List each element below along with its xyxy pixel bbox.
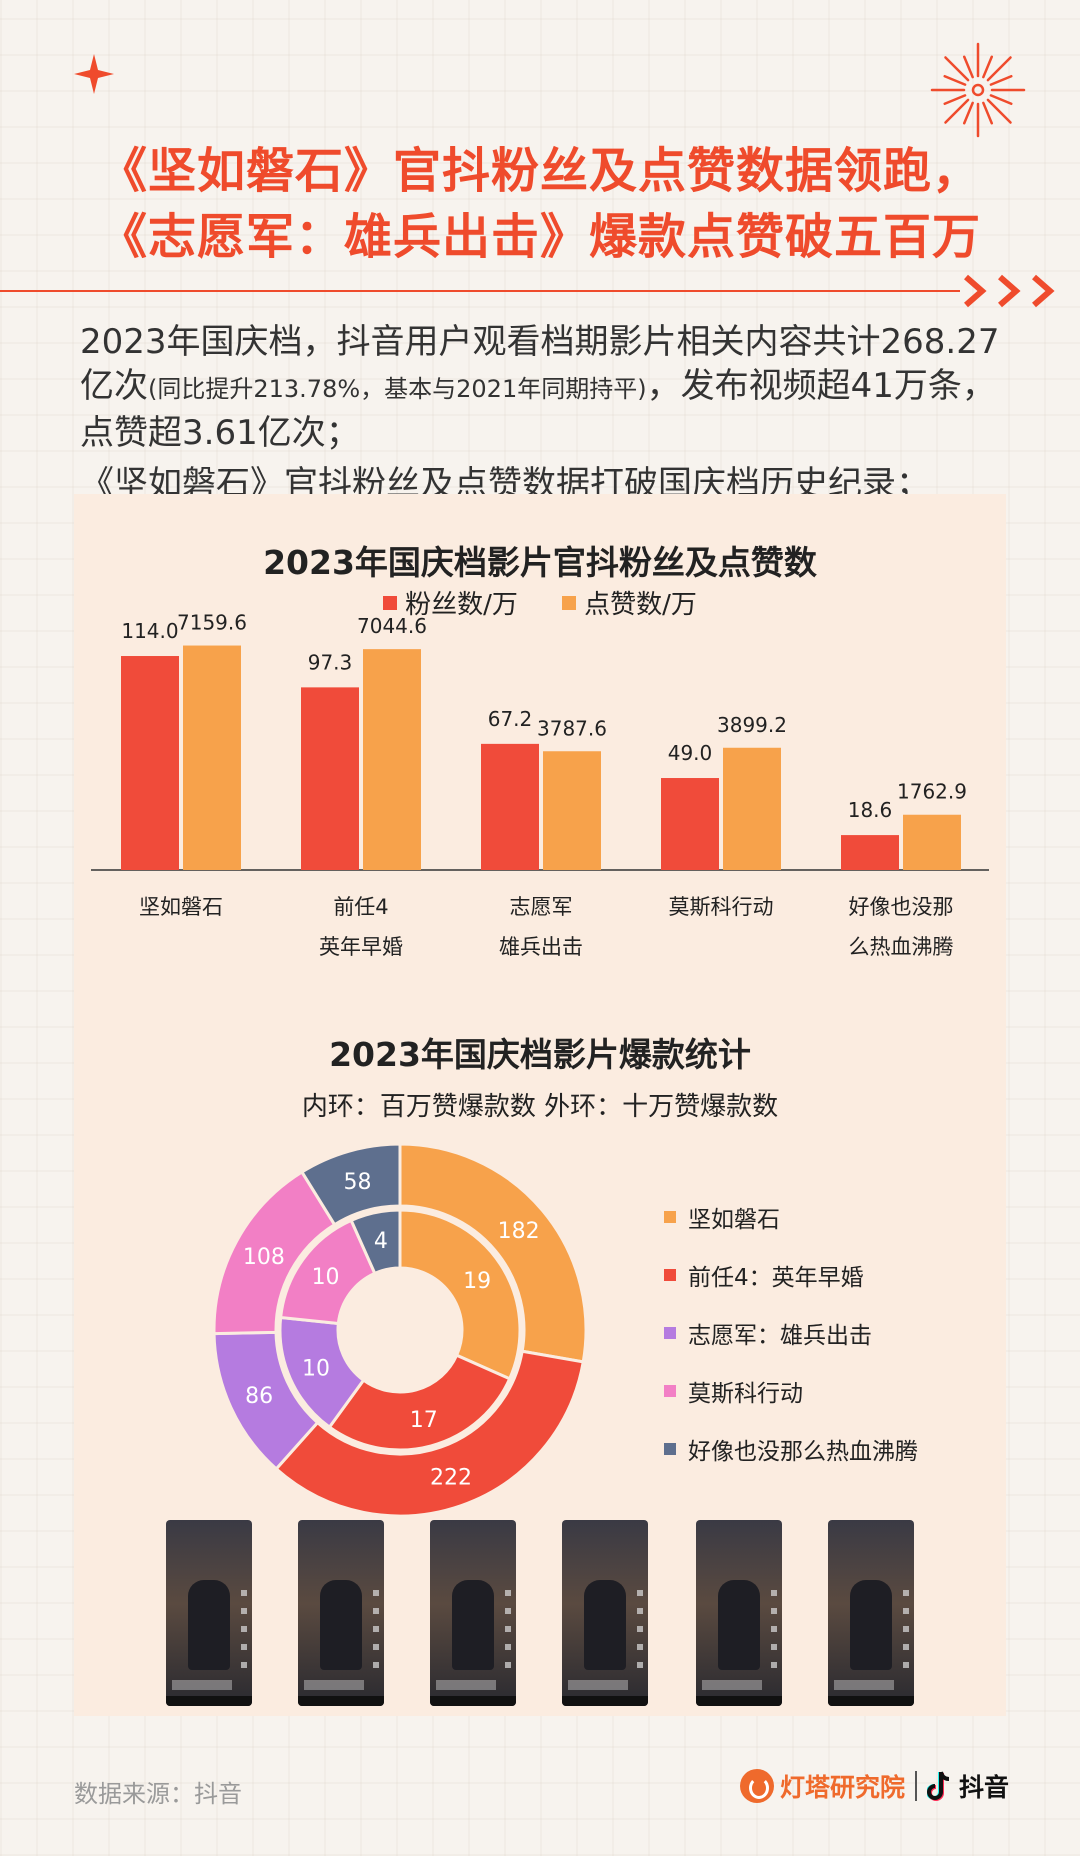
- donut-slice: [349, 1208, 402, 1276]
- logo-separator: [915, 1771, 918, 1801]
- legend-item: 前任4：英年早婚: [664, 1246, 918, 1304]
- legend-label-fans: 粉丝数/万: [405, 590, 518, 620]
- legend-swatch: [664, 1327, 676, 1339]
- bar-fans: [301, 687, 359, 870]
- divider-rule: [0, 290, 960, 292]
- bar-data-label: 1762.9: [897, 780, 967, 804]
- bar-data-label: 7044.6: [357, 614, 427, 638]
- category-tick-label: 雄兵出击: [499, 935, 583, 959]
- video-thumbnail[interactable]: [166, 1520, 252, 1706]
- donut-chart: 182 222 86 108 58 19 17 10 10 4: [212, 1142, 588, 1518]
- donut-slice-label: 58: [343, 1170, 371, 1195]
- bar-likes: [543, 751, 601, 870]
- video-thumbnail[interactable]: [298, 1520, 384, 1706]
- category-tick-label: 莫斯科行动: [669, 895, 774, 919]
- bar-chart-title: 2023年国庆档影片官抖粉丝及点赞数: [263, 543, 817, 582]
- bar-likes: [183, 645, 241, 870]
- sparkle-icon: [74, 54, 114, 94]
- donut-slice: [327, 1353, 512, 1452]
- bar-fans: [121, 656, 179, 870]
- data-source: 数据来源：抖音: [74, 1780, 242, 1808]
- brand1-label: 灯塔研究院: [780, 1773, 906, 1802]
- bar-likes: [903, 814, 961, 870]
- headline-line-1: 《坚如磐石》官抖粉丝及点赞数据领跑，: [98, 143, 981, 199]
- legend-swatch-likes: [562, 595, 577, 610]
- legend-label: 志愿军：雄兵出击: [688, 1323, 872, 1349]
- video-thumbnails: [166, 1520, 916, 1706]
- firework-icon: [930, 42, 1026, 138]
- donut-slice-label: 19: [463, 1269, 491, 1294]
- donut-slice-label: 86: [245, 1384, 273, 1409]
- donut-slice-label: 108: [243, 1245, 285, 1270]
- legend-item: 志愿军：雄兵出击: [664, 1304, 918, 1362]
- bar-data-label: 114.0: [121, 619, 178, 643]
- legend-item-likes: 点赞数/万: [562, 584, 697, 621]
- legend-swatch: [664, 1443, 676, 1455]
- legend-label: 坚如磐石: [688, 1207, 780, 1233]
- donut-chart-subtitle: 内环：百万赞爆款数 外环：十万赞爆款数: [301, 1092, 779, 1122]
- legend-swatch-fans: [383, 595, 398, 610]
- legend-label: 莫斯科行动: [688, 1381, 803, 1407]
- legend-swatch: [664, 1269, 676, 1281]
- headline-line-2: 《志愿军：雄兵出击》爆款点赞破五百万: [98, 209, 981, 265]
- legend-item: 好像也没那么热血沸腾: [664, 1420, 918, 1478]
- legend-swatch: [664, 1211, 676, 1223]
- footer-logos: 灯塔研究院 抖音: [740, 1768, 1009, 1804]
- bar-data-label: 3787.6: [537, 716, 607, 740]
- legend-item-fans: 粉丝数/万: [383, 584, 518, 621]
- bar-chart-legend: 粉丝数/万 点赞数/万: [0, 584, 1080, 621]
- donut-slice: [299, 1142, 402, 1227]
- video-thumbnail[interactable]: [430, 1520, 516, 1706]
- donut-slice: [398, 1142, 588, 1364]
- category-tick-label: 么热血沸腾: [849, 935, 954, 959]
- donut-slice-label: 10: [302, 1356, 330, 1381]
- legend-label: 好像也没那么热血沸腾: [688, 1439, 918, 1465]
- category-tick-label: 前任4: [333, 895, 388, 919]
- bar-data-label: 7159.6: [177, 611, 247, 635]
- legend-label-likes: 点赞数/万: [584, 590, 697, 620]
- donut-slice: [398, 1208, 522, 1381]
- donut-slice-label: 4: [374, 1229, 388, 1254]
- donut-slice-label: 10: [312, 1265, 340, 1290]
- bar-data-label: 18.6: [848, 798, 893, 822]
- video-thumbnail[interactable]: [562, 1520, 648, 1706]
- video-thumbnail[interactable]: [696, 1520, 782, 1706]
- headline: 《坚如磐石》官抖粉丝及点赞数据领跑， 《志愿军：雄兵出击》爆款点赞破五百万: [0, 138, 1080, 270]
- intro-paragraph: 2023年国庆档，抖音用户观看档期影片相关内容共计268.27亿次(同比提升21…: [80, 320, 1020, 455]
- video-thumbnail[interactable]: [828, 1520, 914, 1706]
- douyin-logo-icon: [927, 1771, 950, 1801]
- donut-slice: [274, 1349, 585, 1518]
- intro-part-1: 2023年国庆档，抖音用户观看档期影片相关内容共计268.27亿次: [80, 322, 1000, 406]
- intro-part-2: (同比提升213.78%，基本与2021年同期持平): [148, 375, 647, 403]
- triple-arrow-icon: [964, 274, 1055, 308]
- bar-data-label: 3899.2: [717, 713, 787, 737]
- legend-item: 莫斯科行动: [664, 1362, 918, 1420]
- category-tick-label: 英年早婚: [319, 935, 403, 959]
- category-tick-label: 坚如磐石: [139, 895, 223, 919]
- bar-fans: [841, 835, 899, 870]
- legend-label: 前任4：英年早婚: [688, 1265, 864, 1291]
- bar-data-label: 97.3: [308, 650, 353, 674]
- donut-slice-label: 17: [410, 1408, 438, 1433]
- dengta-logo-icon: [740, 1769, 774, 1803]
- bar-fans: [661, 778, 719, 870]
- intro-part-3: ，发布视频超41万条，点赞超3.61亿次；: [80, 366, 996, 453]
- category-tick-label: 志愿军: [510, 895, 573, 919]
- bar-likes: [723, 747, 781, 870]
- bar-data-label: 49.0: [668, 741, 713, 765]
- donut-chart-title: 2023年国庆档影片爆款统计: [329, 1035, 751, 1074]
- donut-slice-label: 182: [498, 1219, 540, 1244]
- bar-fans: [481, 743, 539, 870]
- bar-data-label: 67.2: [488, 707, 533, 731]
- bar-likes: [363, 649, 421, 870]
- donut-slice-label: 222: [430, 1465, 472, 1490]
- category-tick-label: 好像也没那: [849, 895, 954, 919]
- donut-legend: 坚如磐石前任4：英年早婚 志愿军：雄兵出击 莫斯科行动好像也没那么热血沸腾: [664, 1188, 918, 1478]
- brand2-label: 抖音: [959, 1773, 1010, 1802]
- legend-swatch: [664, 1385, 676, 1397]
- legend-item: 坚如磐石: [664, 1188, 918, 1246]
